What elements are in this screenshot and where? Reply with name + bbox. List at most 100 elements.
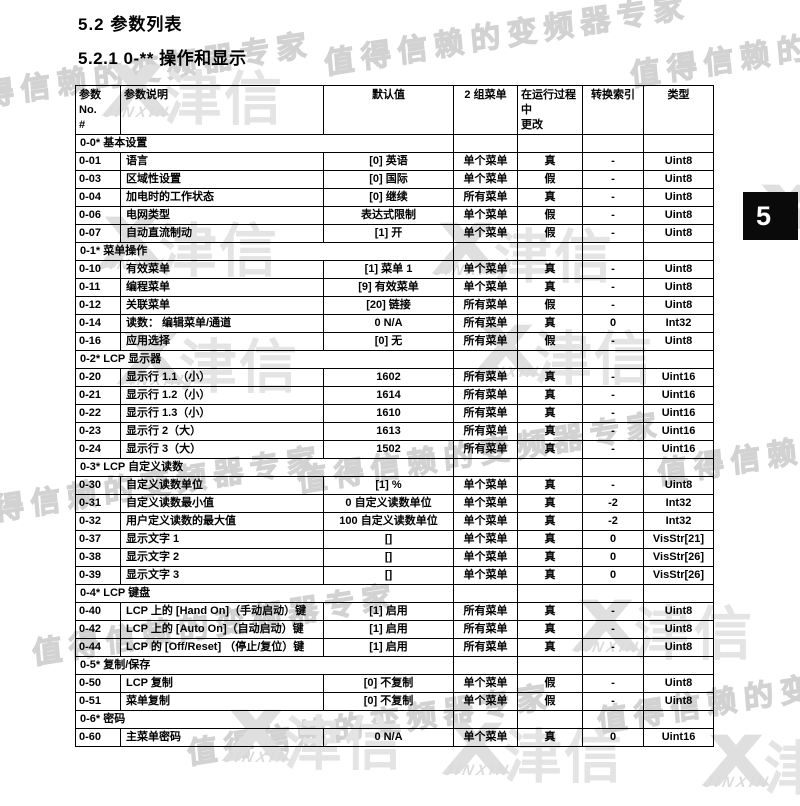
column-header: 转换索引 — [582, 85, 644, 135]
param-desc: 显示文字 3 — [120, 566, 324, 585]
param-no: 0-38 — [75, 548, 121, 567]
param-conversion-index: - — [582, 332, 644, 351]
section-empty-cell — [453, 656, 518, 675]
param-conversion-index: - — [582, 224, 644, 243]
param-desc: 显示行 1.1（小） — [120, 368, 324, 387]
param-menus: 单个菜单 — [453, 260, 518, 279]
param-default: [1] 菜单 1 — [323, 260, 454, 279]
param-menus: 单个菜单 — [453, 548, 518, 567]
param-default: [0] 无 — [323, 332, 454, 351]
param-row: 0-14 读数： 编辑菜单/通道 0 N/A 所有菜单真 0 Int32 — [75, 314, 714, 333]
param-menus: 所有菜单 — [453, 188, 518, 207]
section-row: 0-3* LCP 自定义读数 — [75, 458, 714, 477]
param-desc: 关联菜单 — [120, 296, 324, 315]
param-default: [] — [323, 548, 454, 567]
param-default: [0] 继续 — [323, 188, 454, 207]
param-desc: 显示文字 2 — [120, 548, 324, 567]
param-desc: 菜单复制 — [120, 692, 324, 711]
param-row: 0-10 有效菜单 [1] 菜单 1 单个菜单真 - Uint8 — [75, 260, 714, 279]
param-row: 0-32 用户定义读数的最大值 100 自定义读数单位 单个菜单真 -2 Int32 — [75, 512, 714, 531]
param-default: 0 N/A — [323, 314, 454, 333]
param-runtime-change: 真 — [517, 530, 583, 549]
param-desc: 有效菜单 — [120, 260, 324, 279]
param-row: 0-06 电网类型 表达式限制 单个菜单假 - Uint8 — [75, 206, 714, 225]
param-runtime-change: 真 — [517, 440, 583, 459]
param-type: Uint8 — [643, 602, 714, 621]
section-empty-cell — [517, 656, 583, 675]
param-menus: 单个菜单 — [453, 728, 518, 747]
param-type: Uint16 — [643, 440, 714, 459]
param-no: 0-23 — [75, 422, 121, 441]
param-desc: 读数： 编辑菜单/通道 — [120, 314, 324, 333]
section-row: 0-2* LCP 显示器 — [75, 350, 714, 369]
param-runtime-change: 真 — [517, 278, 583, 297]
param-menus: 单个菜单 — [453, 512, 518, 531]
param-runtime-change: 假 — [517, 692, 583, 711]
param-row: 0-04 加电时的工作状态 [0] 继续 所有菜单真 - Uint8 — [75, 188, 714, 207]
param-runtime-change: 真 — [517, 566, 583, 585]
param-row: 0-40 LCP 上的 [Hand On]（手动启动）键 [1] 启用 所有菜单真 - U… — [75, 602, 714, 621]
section-empty-cell — [582, 584, 644, 603]
param-default: [] — [323, 530, 454, 549]
param-menus: 单个菜单 — [453, 170, 518, 189]
param-default: 0 自定义读数单位 — [323, 494, 454, 513]
param-desc: 应用选择 — [120, 332, 324, 351]
param-row: 0-30 自定义读数单位 [1] % 单个菜单真 - Uint8 — [75, 476, 714, 495]
section-empty-cell — [453, 134, 518, 153]
param-runtime-change: 假 — [517, 674, 583, 693]
param-conversion-index: - — [582, 278, 644, 297]
param-row: 0-38 显示文字 2[] 单个菜单真 0 VisStr[26] — [75, 548, 714, 567]
param-type: Uint16 — [643, 404, 714, 423]
section-label: 0-3* LCP 自定义读数 — [75, 458, 454, 477]
param-menus: 单个菜单 — [453, 674, 518, 693]
param-runtime-change: 真 — [517, 386, 583, 405]
section-empty-cell — [643, 242, 714, 261]
param-type: Uint8 — [643, 638, 714, 657]
section-empty-cell — [582, 242, 644, 261]
param-runtime-change: 假 — [517, 296, 583, 315]
param-row: 0-03 区域性设置 [0] 国际 单个菜单假 - Uint8 — [75, 170, 714, 189]
param-conversion-index: - — [582, 440, 644, 459]
param-runtime-change: 假 — [517, 224, 583, 243]
param-row: 0-23 显示行 2（大） 1613 所有菜单真 - Uint16 — [75, 422, 714, 441]
param-default: 表达式限制 — [323, 206, 454, 225]
param-default: [0] 不复制 — [323, 692, 454, 711]
param-runtime-change: 假 — [517, 206, 583, 225]
section-empty-cell — [643, 710, 714, 729]
param-desc: 显示行 3（大） — [120, 440, 324, 459]
param-desc: 自动直流制动 — [120, 224, 324, 243]
param-desc: LCP 上的 [Hand On]（手动启动）键 — [120, 602, 324, 621]
watermark-slogan: 值得信赖的变频器专家 — [629, 1, 800, 93]
param-default: [0] 国际 — [323, 170, 454, 189]
param-menus: 单个菜单 — [453, 206, 518, 225]
section-empty-cell — [453, 458, 518, 477]
section-empty-cell — [517, 350, 583, 369]
column-header: 在运行过程中 更改 — [517, 85, 583, 135]
param-conversion-index: 0 — [582, 314, 644, 333]
param-type: Int32 — [643, 314, 714, 333]
param-desc: 区域性设置 — [120, 170, 324, 189]
section-empty-cell — [517, 584, 583, 603]
param-runtime-change: 真 — [517, 188, 583, 207]
section-row: 0-0* 基本设置 — [75, 134, 714, 153]
param-no: 0-06 — [75, 206, 121, 225]
param-desc: 加电时的工作状态 — [120, 188, 324, 207]
param-conversion-index: - — [582, 368, 644, 387]
param-default: [] — [323, 566, 454, 585]
param-default: [1] % — [323, 476, 454, 495]
column-header: 类型 — [643, 85, 714, 135]
param-conversion-index: - — [582, 188, 644, 207]
param-row: 0-21 显示行 1.2（小） 1614 所有菜单真 - Uint16 — [75, 386, 714, 405]
param-default: 1502 — [323, 440, 454, 459]
param-conversion-index: - — [582, 296, 644, 315]
chapter-side-tab: 5 — [743, 192, 798, 240]
param-default: [1] 启用 — [323, 638, 454, 657]
param-type: Uint8 — [643, 296, 714, 315]
param-conversion-index: - — [582, 674, 644, 693]
param-no: 0-44 — [75, 638, 121, 657]
param-menus: 所有菜单 — [453, 440, 518, 459]
param-conversion-index: - — [582, 422, 644, 441]
param-conversion-index: - — [582, 404, 644, 423]
param-desc: 显示行 2（大） — [120, 422, 324, 441]
param-no: 0-50 — [75, 674, 121, 693]
